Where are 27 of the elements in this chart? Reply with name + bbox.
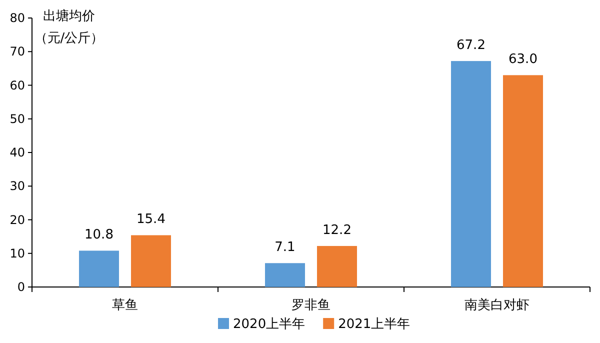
data-label: 10.8	[84, 228, 114, 243]
data-label: 12.2	[322, 222, 352, 238]
bar	[503, 75, 543, 287]
bar	[79, 250, 119, 287]
y-tick-label: 50	[10, 112, 25, 126]
data-label: 67.2	[456, 38, 486, 54]
y-axis-title: 出塘均价（元/公斤）	[34, 8, 104, 48]
y-tick-label: 80	[10, 11, 25, 25]
y-tick-label: 20	[10, 212, 25, 227]
y-tick-label: 40	[10, 146, 25, 160]
x-tick-label: 南美白对虾	[464, 297, 530, 313]
y-tick-label: 30	[10, 179, 25, 194]
y-tick-label: 10	[10, 246, 25, 260]
bar	[317, 246, 357, 287]
x-tick-label: 草鱼	[112, 298, 138, 313]
bar	[451, 61, 491, 287]
bar	[131, 235, 171, 287]
y-tick-label: 0	[17, 280, 25, 294]
y-tick-label: 70	[10, 44, 25, 59]
y-tick-label: 60	[10, 78, 25, 92]
data-label: 7.1	[274, 240, 296, 256]
data-label: 63.0	[508, 52, 538, 68]
legend-label: 2020上半年	[233, 317, 306, 332]
x-tick-label: 罗非鱼	[292, 298, 330, 313]
legend-label: 2021上半年	[338, 317, 410, 332]
bar	[265, 263, 305, 287]
data-label: 15.4	[136, 212, 166, 228]
